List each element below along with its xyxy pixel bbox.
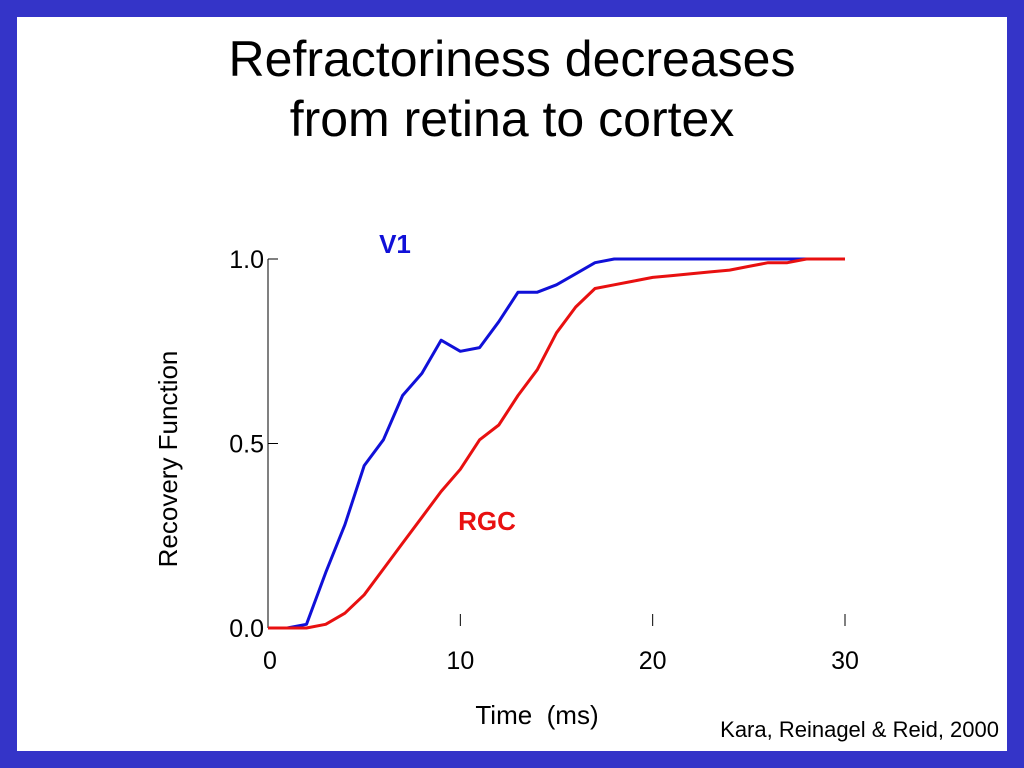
- recovery-chart: 0.0 0.5 1.0 0 10 20 30 Time (ms) Recovery Functi…: [153, 229, 859, 730]
- y-tick-label-2: 1.0: [229, 246, 264, 274]
- x-tick-label-0: 0: [263, 647, 277, 675]
- slide-title: Refractoriness decreases from retina to …: [17, 29, 1007, 149]
- citation: Kara, Reinagel & Reid, 2000: [720, 717, 999, 742]
- series-line-v1: [268, 257, 845, 630]
- series-line-rgc: [268, 257, 845, 630]
- slide: Refractoriness decreases from retina to …: [17, 17, 1007, 751]
- y-tick-label-0: 0.0: [229, 615, 264, 643]
- x-tick-label-1: 10: [446, 647, 474, 675]
- series-label-v1: V1: [379, 229, 411, 259]
- y-tick-label-1: 0.5: [229, 431, 264, 459]
- x-axis-label: Time (ms): [475, 700, 598, 730]
- x-tick-label-3: 30: [831, 647, 859, 675]
- series-label-rgc: RGC: [458, 506, 516, 536]
- y-axis-label: Recovery Function: [153, 351, 183, 568]
- title-line-1: Refractoriness decreases: [228, 31, 796, 87]
- title-line-2: from retina to cortex: [289, 91, 735, 147]
- x-tick-label-2: 20: [639, 647, 667, 675]
